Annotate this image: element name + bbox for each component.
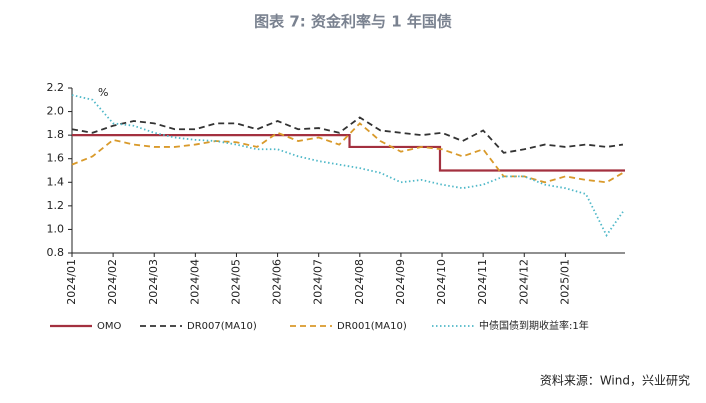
x-tick-label: 2024/12 — [517, 259, 530, 305]
x-tick-label: 2024/06 — [271, 259, 284, 305]
y-tick-label: 1.0 — [47, 222, 65, 235]
x-tick-label: 2024/04 — [188, 259, 201, 305]
x-tick-label: 2024/02 — [106, 259, 119, 305]
x-tick-label: 2024/03 — [147, 259, 160, 305]
series-line — [71, 122, 624, 184]
y-tick-label: 2.0 — [47, 105, 65, 118]
series-line — [72, 134, 625, 172]
y-unit: % — [98, 86, 108, 99]
legend-label: 中债国债到期收益率:1年 — [479, 319, 589, 332]
legend-label: DR007(MA10) — [187, 321, 257, 332]
x-tick-label: 2024/05 — [229, 259, 242, 305]
y-tick-label: 2.2 — [47, 81, 65, 94]
x-tick-label: 2024/08 — [353, 259, 366, 305]
y-tick-label: 0.8 — [47, 246, 65, 259]
y-tick-label: 1.6 — [47, 152, 65, 165]
series-line — [71, 94, 624, 238]
x-tick-label: 2024/07 — [312, 259, 325, 305]
x-tick-label: 2024/01 — [65, 259, 78, 305]
x-tick-label: 2025/01 — [558, 259, 571, 305]
chart-title: 图表 7: 资金利率与 1 年国债 — [254, 13, 452, 31]
legend-label: OMO — [97, 321, 121, 332]
source-note: 资料来源：Wind，兴业研究 — [540, 373, 690, 388]
legend-label: DR001(MA10) — [337, 321, 407, 332]
x-tick-label: 2024/09 — [394, 259, 407, 305]
y-tick-label: 1.8 — [47, 128, 65, 141]
series-line — [71, 116, 624, 154]
x-tick-label: 2024/11 — [476, 259, 489, 305]
y-tick-label: 1.4 — [47, 175, 65, 188]
x-tick-label: 2024/10 — [435, 259, 448, 305]
y-tick-label: 1.2 — [47, 199, 65, 212]
